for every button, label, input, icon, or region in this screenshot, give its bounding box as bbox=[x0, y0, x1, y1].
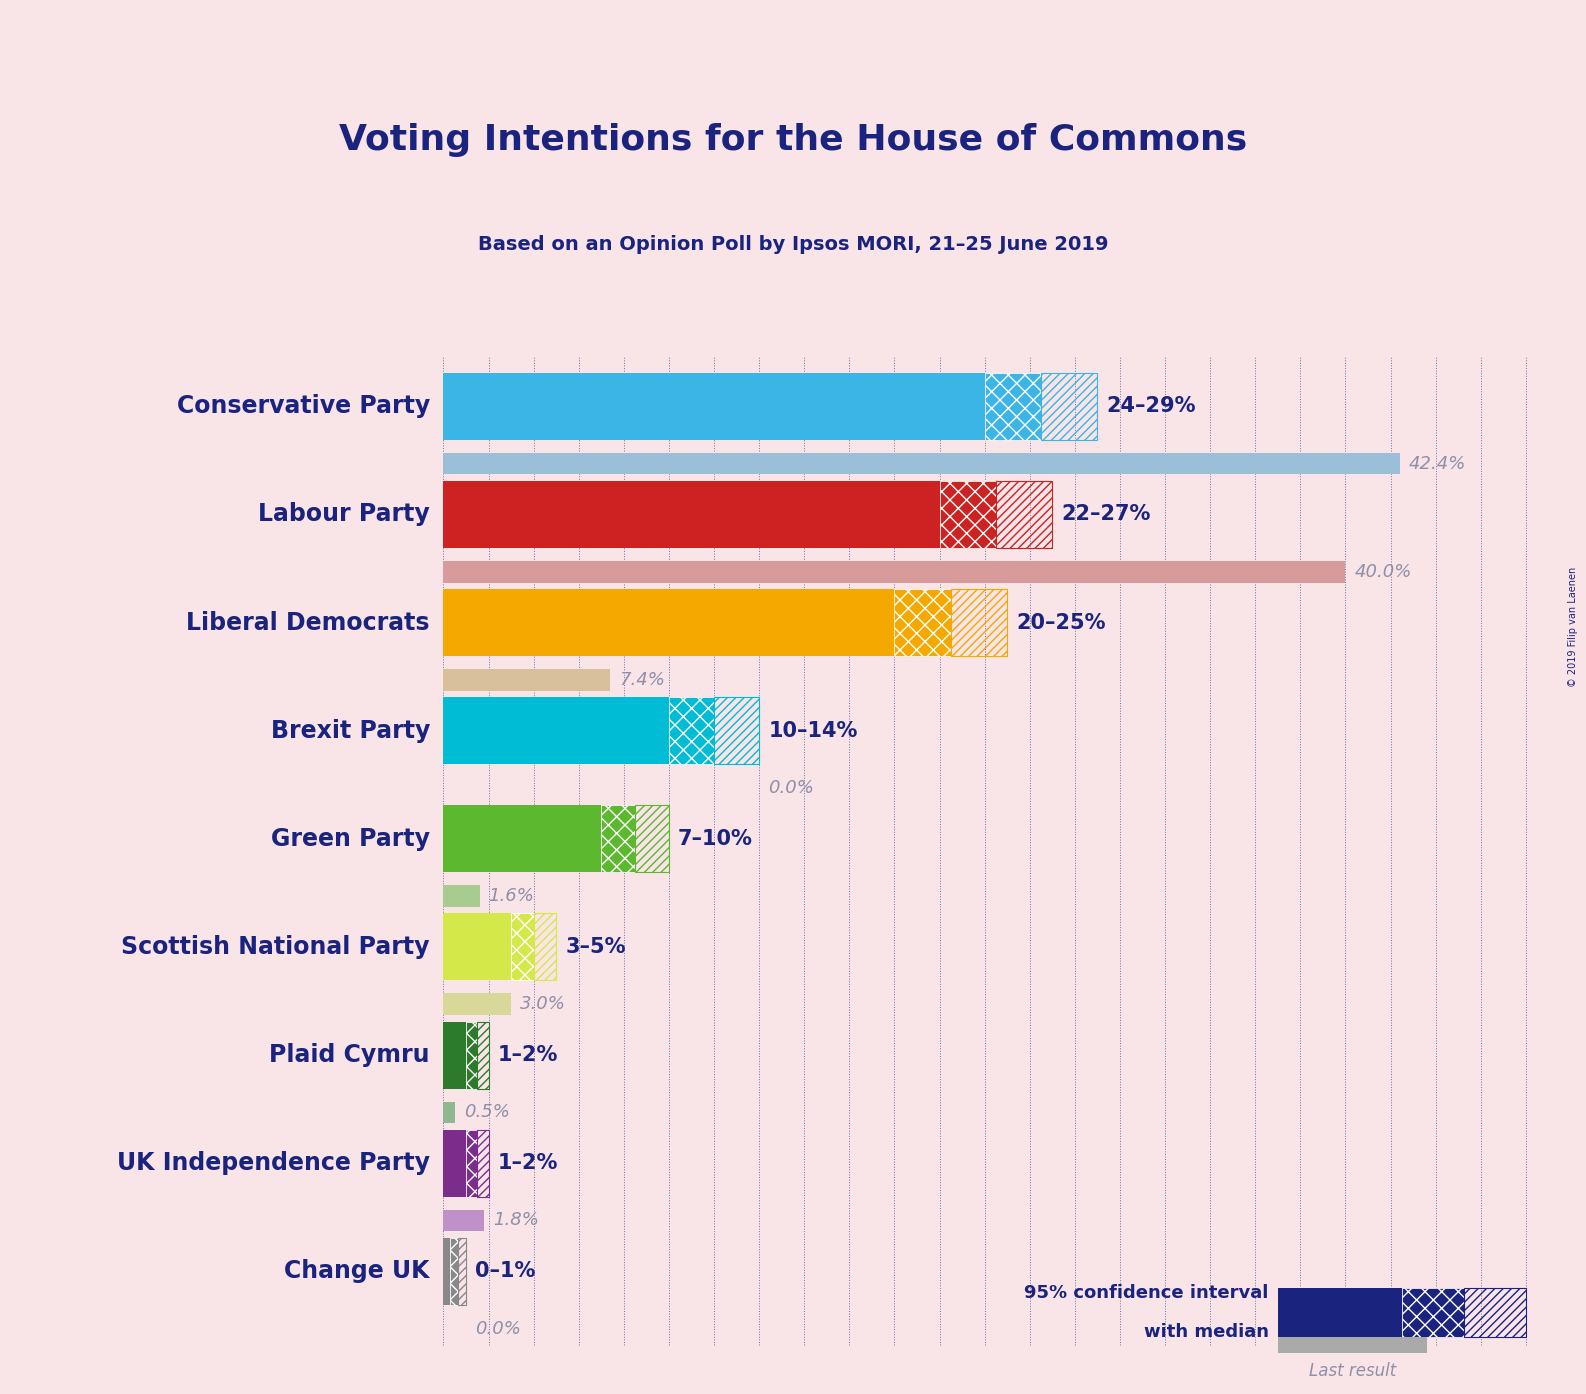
Text: 10–14%: 10–14% bbox=[768, 721, 858, 740]
Bar bbox=[444, 481, 939, 548]
Text: 0.5%: 0.5% bbox=[463, 1103, 509, 1121]
Bar bbox=[714, 697, 760, 764]
Text: 1–2%: 1–2% bbox=[498, 1046, 558, 1065]
Text: 1.6%: 1.6% bbox=[488, 887, 534, 905]
Text: 24–29%: 24–29% bbox=[1107, 396, 1196, 417]
Text: Conservative Party: Conservative Party bbox=[176, 395, 430, 418]
Bar bbox=[601, 806, 634, 873]
Bar bbox=[1278, 1337, 1427, 1354]
Text: Labour Party: Labour Party bbox=[259, 502, 430, 527]
Bar bbox=[444, 1022, 466, 1089]
Text: Green Party: Green Party bbox=[271, 827, 430, 850]
Bar bbox=[1402, 1288, 1464, 1337]
Text: 3.0%: 3.0% bbox=[520, 995, 566, 1013]
Bar bbox=[669, 697, 714, 764]
Bar bbox=[444, 590, 895, 657]
Bar bbox=[444, 1101, 455, 1124]
Bar bbox=[634, 806, 669, 873]
Text: Liberal Democrats: Liberal Democrats bbox=[187, 611, 430, 634]
Text: 1.8%: 1.8% bbox=[493, 1211, 539, 1230]
Text: 0.0%: 0.0% bbox=[768, 779, 814, 797]
Bar bbox=[444, 994, 511, 1015]
Bar bbox=[444, 885, 479, 907]
Bar bbox=[477, 1022, 488, 1089]
Bar bbox=[939, 481, 996, 548]
Text: 1–2%: 1–2% bbox=[498, 1153, 558, 1174]
Bar bbox=[444, 372, 985, 441]
Bar bbox=[895, 590, 952, 657]
Bar bbox=[1278, 1288, 1402, 1337]
Text: Plaid Cymru: Plaid Cymru bbox=[270, 1043, 430, 1066]
Text: Last result: Last result bbox=[1308, 1362, 1396, 1380]
Bar bbox=[444, 806, 601, 873]
Text: © 2019 Filip van Laenen: © 2019 Filip van Laenen bbox=[1569, 567, 1578, 687]
Bar bbox=[477, 1129, 488, 1196]
Bar bbox=[444, 453, 1399, 474]
Text: 42.4%: 42.4% bbox=[1408, 454, 1465, 473]
Text: Voting Intentions for the House of Commons: Voting Intentions for the House of Commo… bbox=[339, 123, 1247, 156]
Text: 95% confidence interval: 95% confidence interval bbox=[1025, 1284, 1269, 1302]
Text: 3–5%: 3–5% bbox=[565, 937, 626, 956]
Text: UK Independence Party: UK Independence Party bbox=[117, 1151, 430, 1175]
Bar bbox=[533, 913, 557, 980]
Text: Change UK: Change UK bbox=[284, 1259, 430, 1284]
Bar bbox=[511, 913, 533, 980]
Text: 22–27%: 22–27% bbox=[1061, 505, 1151, 524]
Text: 7–10%: 7–10% bbox=[677, 829, 753, 849]
Text: Based on an Opinion Poll by Ipsos MORI, 21–25 June 2019: Based on an Opinion Poll by Ipsos MORI, … bbox=[477, 236, 1109, 254]
Text: 0.0%: 0.0% bbox=[476, 1320, 520, 1338]
Text: 0–1%: 0–1% bbox=[476, 1262, 536, 1281]
Text: with median: with median bbox=[1144, 1323, 1269, 1341]
Bar bbox=[444, 560, 1345, 583]
Bar bbox=[444, 1129, 466, 1196]
Bar bbox=[466, 1022, 477, 1089]
Bar bbox=[444, 1210, 484, 1231]
Bar bbox=[458, 1238, 466, 1305]
Text: 20–25%: 20–25% bbox=[1017, 612, 1105, 633]
Text: Scottish National Party: Scottish National Party bbox=[122, 935, 430, 959]
Bar bbox=[444, 913, 511, 980]
Text: 40.0%: 40.0% bbox=[1354, 563, 1412, 581]
Bar bbox=[444, 1238, 450, 1305]
Bar bbox=[444, 697, 669, 764]
Bar bbox=[1040, 372, 1098, 441]
Bar bbox=[996, 481, 1053, 548]
Bar bbox=[985, 372, 1040, 441]
Bar bbox=[444, 669, 611, 690]
Bar bbox=[450, 1238, 458, 1305]
Bar bbox=[1464, 1288, 1526, 1337]
Text: 7.4%: 7.4% bbox=[620, 671, 665, 689]
Bar bbox=[466, 1129, 477, 1196]
Bar bbox=[952, 590, 1007, 657]
Text: Brexit Party: Brexit Party bbox=[271, 719, 430, 743]
